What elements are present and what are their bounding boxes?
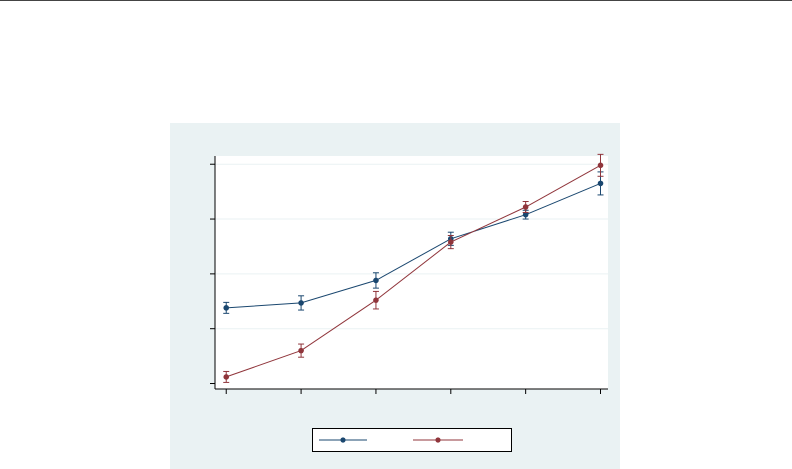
series-2-line <box>226 164 601 378</box>
top-rule <box>0 0 792 1</box>
legend <box>312 428 512 452</box>
series-1-point-1 <box>298 300 304 306</box>
chart-figure <box>170 123 620 469</box>
series-1-line <box>226 182 601 309</box>
series-1-point-2 <box>373 277 379 284</box>
series-1 <box>223 171 604 314</box>
legend-key-series-2 <box>413 433 493 447</box>
grid-lines <box>215 163 608 330</box>
series-2-point-5 <box>597 162 604 169</box>
legend-key-series-1 <box>315 433 395 447</box>
series-2-point-1 <box>298 347 304 354</box>
series-layer <box>223 153 604 383</box>
series-1-point-5 <box>597 180 604 187</box>
series-2-point-0 <box>223 374 230 380</box>
series-2-point-3 <box>448 239 454 245</box>
series-1-point-0 <box>223 305 230 311</box>
series-1-point-4 <box>522 211 529 218</box>
series-2-point-2 <box>373 297 379 303</box>
series-2-point-4 <box>522 204 529 210</box>
axis-ticks <box>210 163 602 394</box>
chart-svg <box>210 153 608 394</box>
series-2 <box>223 153 604 383</box>
